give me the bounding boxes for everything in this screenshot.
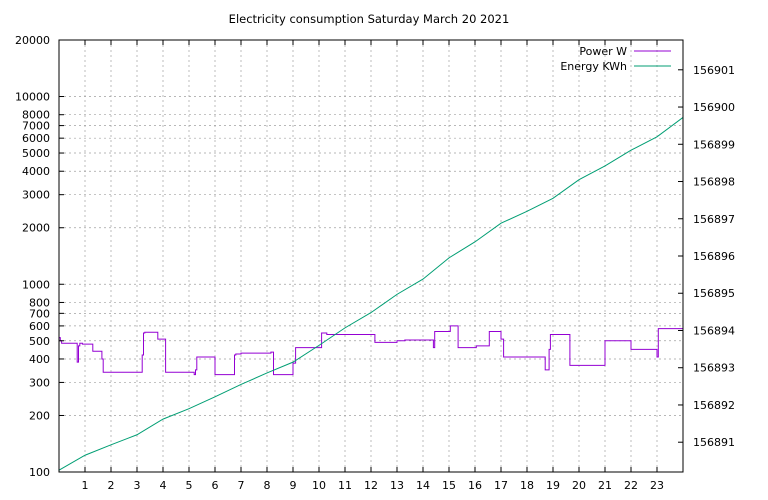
x-tick-label: 16 [468,479,482,492]
y2-tick-label: 156893 [693,362,735,375]
y2-tick-label: 156891 [693,436,735,449]
y2-tick-label: 156892 [693,399,735,412]
x-tick-label: 2 [108,479,115,492]
x-tick-label: 4 [160,479,167,492]
chart-title: Electricity consumption Saturday March 2… [229,12,510,26]
x-tick-label: 12 [364,479,378,492]
x-tick-label: 13 [390,479,404,492]
y2-tick-label: 156894 [693,324,735,337]
x-axis-tick-labels: 1 2 3 4 5 6 7 8 9 10 11 12 13 14 15 16 17 18 19 20 21 22 23 [82,479,665,492]
x-tick-label: 11 [338,479,352,492]
y2-tick-label: 156895 [693,287,735,300]
x-tick-label: 15 [442,479,456,492]
x-tick-label: 5 [186,479,193,492]
y-tick-label: 800 [29,296,50,309]
x-tick-label: 3 [134,479,141,492]
y-tick-label: 100 [29,466,50,479]
x-tick-label: 21 [598,479,612,492]
y-tick-label: 200 [29,409,50,422]
y-tick-label: 500 [29,335,50,348]
y-tick-label: 700 [29,307,50,320]
legend-label-power-w: Power W [579,45,627,58]
x-tick-label: 20 [572,479,586,492]
y2-tick-label: 156897 [693,213,735,226]
x-tick-label: 7 [238,479,245,492]
x-tick-label: 8 [264,479,271,492]
tick-marks [59,39,683,473]
y-tick-label: 7000 [22,120,50,133]
y2-axis-tick-labels: 156891 156892 156893 156894 156895 156896 1568… [693,64,735,449]
x-tick-label: 10 [312,479,326,492]
y2-tick-label: 156896 [693,250,735,263]
y2-tick-label: 156899 [693,138,735,151]
y2-tick-label: 156898 [693,176,735,189]
y2-tick-label: 156901 [693,64,735,77]
y2-tick-label: 156900 [693,101,735,114]
x-tick-label: 9 [290,479,297,492]
y-tick-label: 3000 [22,189,50,202]
x-tick-label: 17 [494,479,508,492]
grid-lines [59,39,683,473]
series-line-power-w [59,325,684,376]
legend-label-energy-kwh: Energy KWh [560,60,627,73]
x-tick-label: 1 [82,479,89,492]
y-tick-label: 400 [29,353,50,366]
x-tick-label: 14 [416,479,430,492]
y-tick-label: 20000 [15,34,50,47]
y-tick-label: 5000 [22,147,50,160]
series-lines [58,117,684,471]
x-tick-label: 23 [650,479,664,492]
y-tick-label: 6000 [22,132,50,145]
y-tick-label: 600 [29,320,50,333]
x-tick-label: 22 [624,479,638,492]
y-tick-label: 1000 [22,278,50,291]
series-line-energy-kwh [58,117,684,471]
x-tick-label: 18 [520,479,534,492]
x-tick-label: 19 [546,479,560,492]
y-tick-label: 300 [29,376,50,389]
y-tick-label: 8000 [22,109,50,122]
legend: Power W Energy KWh [560,45,671,73]
y-tick-label: 2000 [22,222,50,235]
x-tick-label: 6 [212,479,219,492]
y-tick-label: 10000 [15,91,50,104]
y-tick-label: 4000 [22,165,50,178]
